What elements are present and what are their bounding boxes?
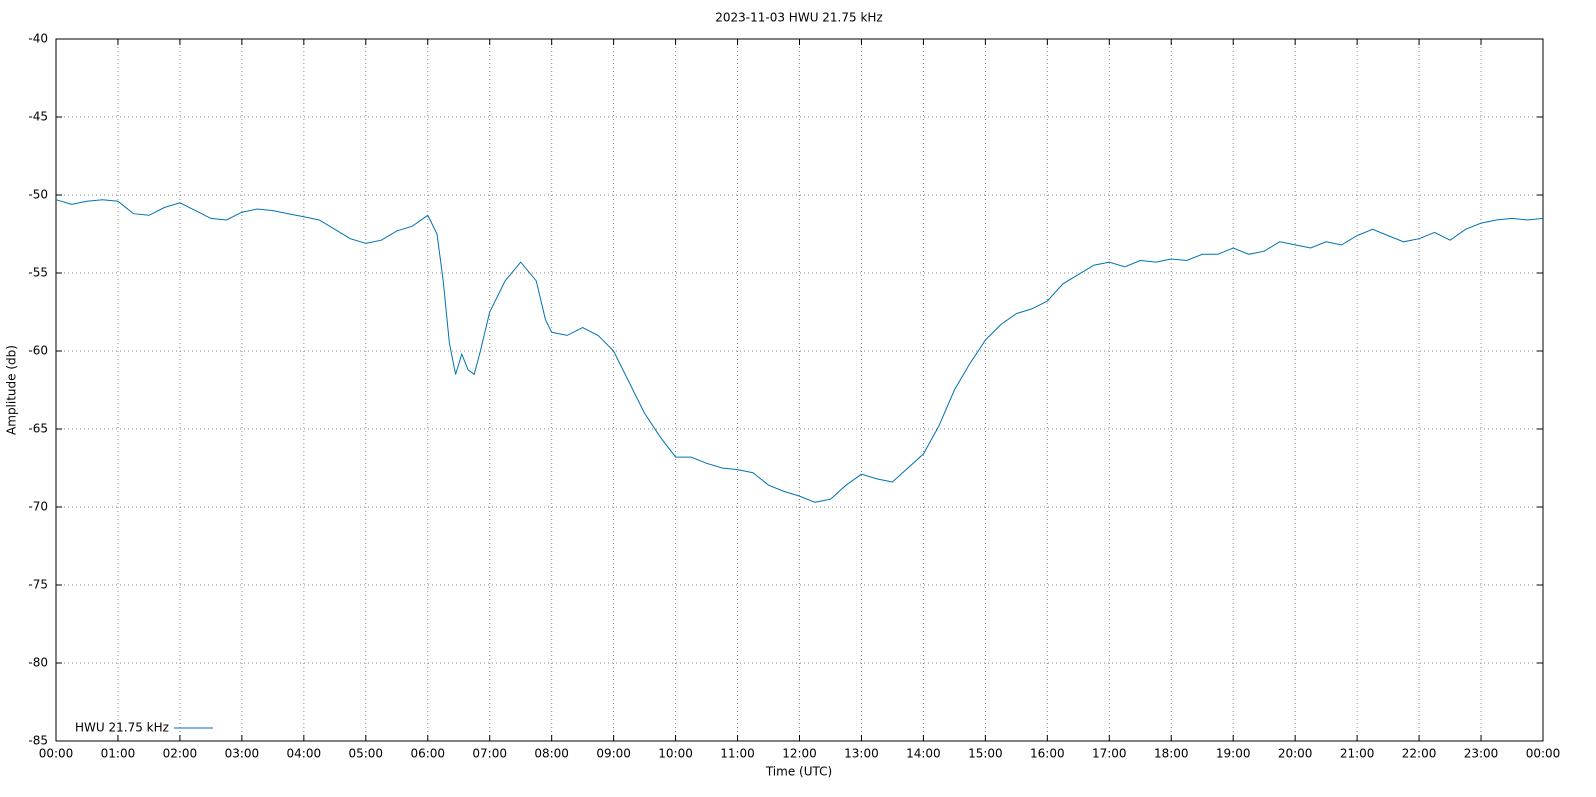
y-tick-label: -40 (28, 32, 48, 46)
y-tick-label: -70 (28, 500, 48, 514)
y-tick-label: -55 (28, 266, 48, 280)
x-tick-label: 06:00 (410, 747, 445, 761)
x-tick-label: 23:00 (1464, 747, 1499, 761)
x-tick-label: 07:00 (472, 747, 507, 761)
y-tick-label: -65 (28, 422, 48, 436)
x-tick-label: 10:00 (658, 747, 693, 761)
plot-border (55, 38, 1544, 742)
x-tick-label: 17:00 (1092, 747, 1127, 761)
x-tick-label: 22:00 (1402, 747, 1437, 761)
x-tick-label: 11:00 (720, 747, 755, 761)
x-tick-label: 05:00 (348, 747, 383, 761)
x-tick-label: 02:00 (163, 747, 198, 761)
x-tick-label: 19:00 (1216, 747, 1251, 761)
y-tick-label: -60 (28, 344, 48, 358)
data-line (55, 199, 1544, 503)
x-tick-label: 20:00 (1278, 747, 1313, 761)
chart-title: 2023-11-03 HWU 21.75 kHz (715, 11, 882, 25)
y-tick-label: -45 (28, 110, 48, 124)
x-tick-label: 16:00 (1030, 747, 1065, 761)
x-tick-label: 00:00 (1526, 747, 1561, 761)
x-tick-label: 01:00 (101, 747, 136, 761)
x-axis-label: Time (UTC) (765, 765, 832, 779)
x-tick-label: 15:00 (968, 747, 1003, 761)
x-tick-label: 03:00 (225, 747, 260, 761)
y-tick-label: -75 (28, 578, 48, 592)
y-axis-label: Amplitude (db) (5, 345, 19, 435)
x-tick-label: 04:00 (287, 747, 322, 761)
x-tick-label: 08:00 (534, 747, 569, 761)
y-tick-label: -80 (28, 656, 48, 670)
x-tick-label: 09:00 (596, 747, 631, 761)
x-tick-label: 13:00 (844, 747, 879, 761)
x-tick-label: 21:00 (1340, 747, 1375, 761)
x-tick-label: 14:00 (906, 747, 941, 761)
y-tick-label: -50 (28, 188, 48, 202)
x-tick-label: 00:00 (39, 747, 74, 761)
x-tick-label: 12:00 (782, 747, 817, 761)
legend-label: HWU 21.75 kHz (75, 721, 169, 735)
y-tick-label: -85 (28, 734, 48, 748)
x-tick-label: 18:00 (1154, 747, 1189, 761)
